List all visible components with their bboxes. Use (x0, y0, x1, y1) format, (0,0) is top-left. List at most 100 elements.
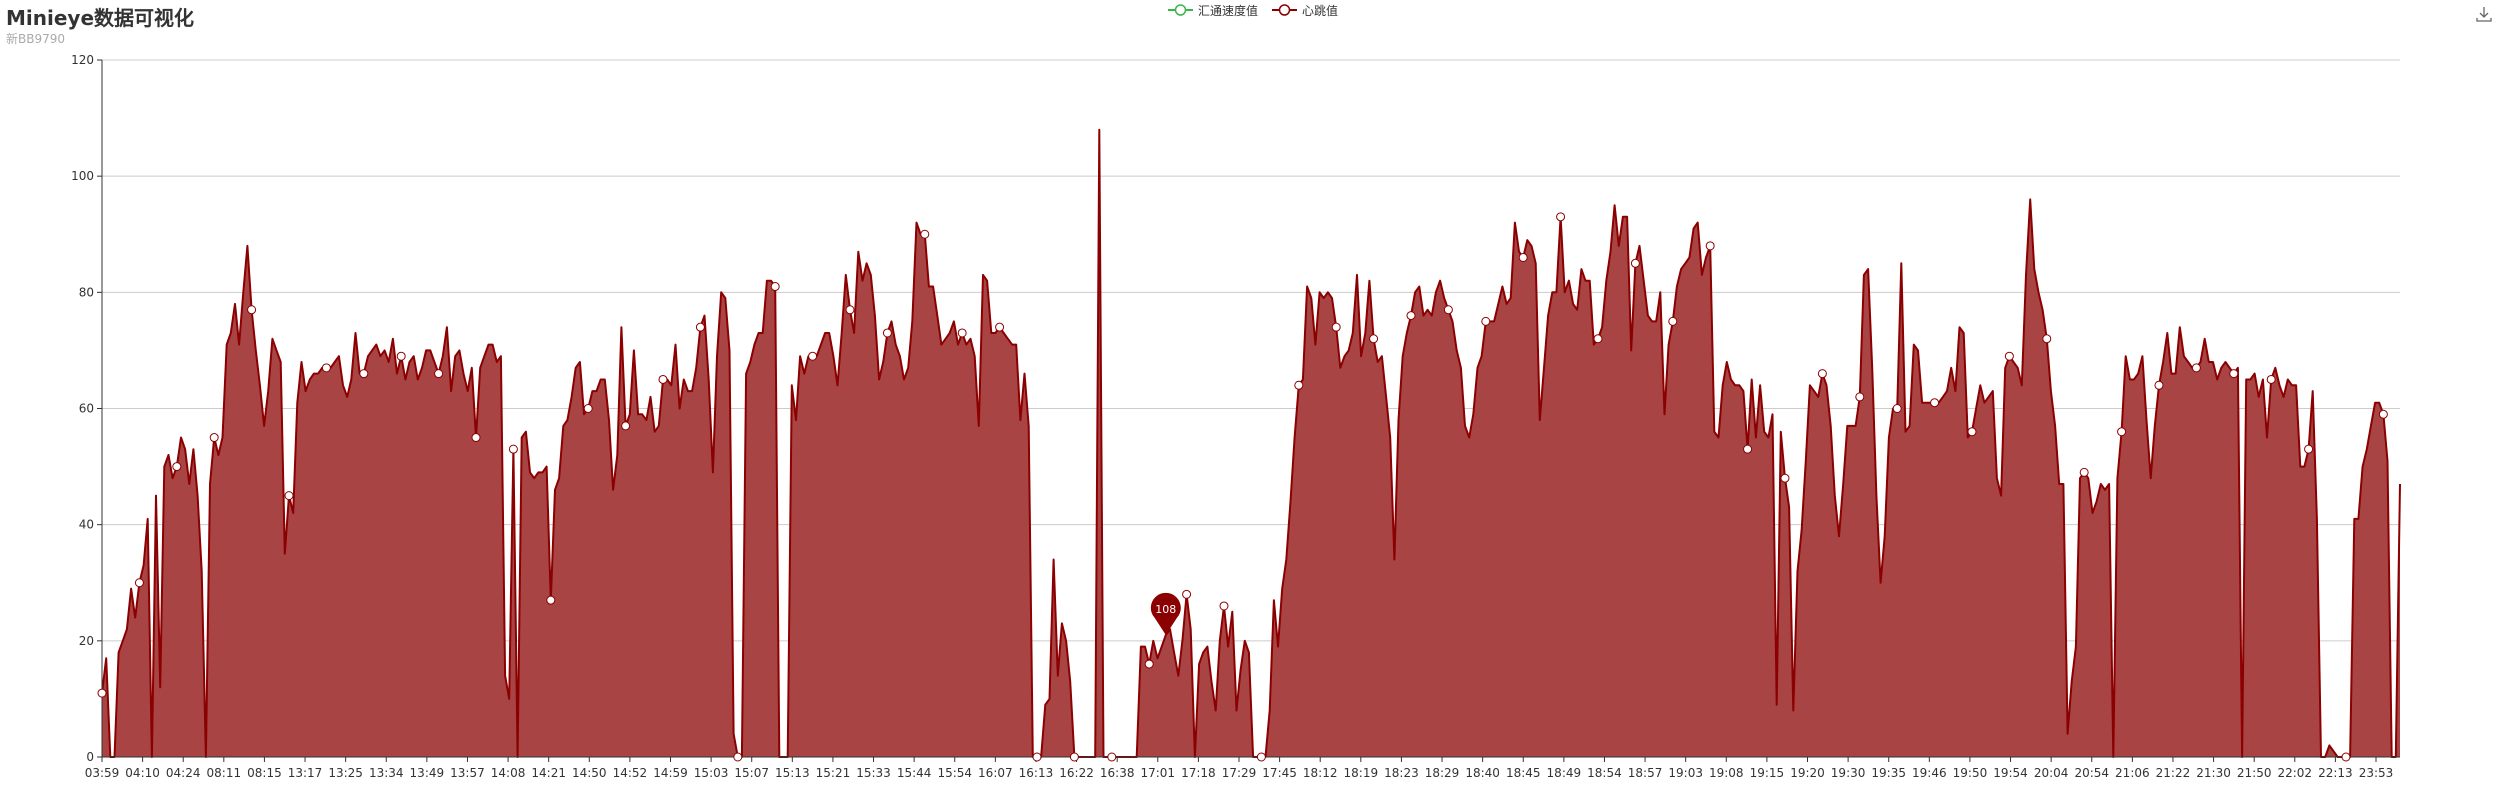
x-tick-label: 18:23 (1384, 766, 1419, 780)
data-point (1743, 444, 1753, 454)
data-point (920, 229, 930, 239)
data-point (209, 433, 219, 443)
x-tick-label: 20:54 (2074, 766, 2109, 780)
data-point (583, 404, 593, 413)
x-tick-label: 20:04 (2034, 766, 2069, 780)
x-tick-label: 16:38 (1100, 766, 1135, 780)
x-tick-label: 16:13 (1019, 766, 1054, 780)
data-point (2304, 444, 2314, 454)
x-tick-label: 18:19 (1344, 766, 1379, 780)
data-point (808, 351, 818, 361)
data-point (1219, 601, 1229, 611)
download-icon (2476, 7, 2492, 22)
x-tick-label: 22:13 (2318, 766, 2353, 780)
x-tick-label: 18:29 (1425, 766, 1460, 780)
data-point (284, 491, 294, 501)
data-point (1780, 473, 1790, 483)
x-tick-label: 13:49 (410, 766, 445, 780)
max-pin-label: 108 (1155, 603, 1176, 616)
data-point (2004, 351, 2014, 361)
x-tick-label: 08:11 (207, 766, 242, 780)
x-tick-label: 14:59 (653, 766, 688, 780)
data-point (695, 322, 705, 332)
data-point (508, 444, 518, 454)
legend-item-speed[interactable]: 汇通速度值 (1168, 2, 1258, 19)
data-point (247, 305, 257, 315)
x-tick-label: 17:45 (1262, 766, 1297, 780)
data-point (2341, 752, 2351, 762)
data-point (1331, 322, 1341, 332)
x-tick-label: 19:30 (1831, 766, 1866, 780)
x-tick-label: 13:57 (450, 766, 485, 780)
data-point (2191, 363, 2201, 373)
x-tick-label: 15:13 (775, 766, 810, 780)
series-area-heart (102, 129, 2400, 757)
data-point (2079, 467, 2089, 477)
x-tick-label: 22:02 (2277, 766, 2312, 780)
x-tick-label: 04:24 (166, 766, 201, 780)
x-tick-label: 18:12 (1303, 766, 1338, 780)
data-point (471, 433, 481, 443)
data-point (1256, 752, 1266, 762)
x-tick-label: 19:46 (1912, 766, 1947, 780)
x-tick-label: 19:15 (1750, 766, 1785, 780)
data-point (1144, 659, 1154, 669)
x-tick-label: 17:29 (1222, 766, 1257, 780)
x-tick-label: 21:50 (2237, 766, 2272, 780)
data-point (2266, 374, 2276, 384)
data-point (1406, 311, 1416, 321)
max-pin-marker (1150, 592, 1181, 636)
data-point (2229, 369, 2239, 379)
y-tick-label: 60 (79, 402, 94, 416)
data-point (134, 578, 144, 588)
x-tick-label: 18:57 (1628, 766, 1663, 780)
data-point (1182, 589, 1192, 599)
x-tick-label: 19:35 (1871, 766, 1906, 780)
chart-subtitle: 新BB9790 (6, 32, 66, 46)
legend-speed-swatch-icon (1168, 4, 1193, 16)
data-point (434, 369, 444, 379)
x-tick-label: 17:18 (1181, 766, 1216, 780)
x-tick-label: 03:59 (85, 766, 120, 780)
x-tick-label: 19:08 (1709, 766, 1744, 780)
data-point (97, 688, 107, 698)
x-tick-label: 17:01 (1140, 766, 1175, 780)
data-point (882, 328, 892, 338)
download-button[interactable] (2475, 5, 2493, 23)
data-point (1032, 752, 1042, 762)
x-tick-label: 04:10 (125, 766, 160, 780)
x-tick-label: 15:21 (816, 766, 851, 780)
data-point (995, 322, 1005, 332)
data-point (957, 328, 967, 338)
legend: 汇通速度值 心跳值 (1168, 1, 1338, 19)
data-point (1892, 404, 1902, 413)
data-point (2378, 409, 2388, 419)
data-point (2042, 334, 2052, 344)
y-tick-label: 20 (79, 634, 94, 648)
legend-item-heart[interactable]: 心跳值 (1272, 2, 1338, 19)
x-tick-label: 16:22 (1059, 766, 1094, 780)
x-tick-label: 15:33 (856, 766, 891, 780)
x-tick-label: 15:03 (694, 766, 729, 780)
x-tick-label: 14:50 (572, 766, 607, 780)
data-point (2154, 380, 2164, 390)
y-tick-label: 100 (71, 169, 94, 183)
chart-title: Minieye数据可视化 (6, 6, 195, 30)
x-tick-label: 13:17 (288, 766, 323, 780)
x-tick-label: 19:54 (1993, 766, 2028, 780)
x-tick-label: 16:07 (978, 766, 1013, 780)
data-point (1967, 427, 1977, 437)
y-tick-label: 40 (79, 518, 94, 532)
data-point (658, 374, 668, 384)
legend-label-heart: 心跳值 (1302, 3, 1339, 18)
x-tick-label: 18:49 (1547, 766, 1582, 780)
y-tick-label: 120 (71, 53, 94, 67)
data-point (1668, 316, 1678, 326)
y-tick-label: 0 (86, 750, 94, 764)
x-tick-label: 21:06 (2115, 766, 2150, 780)
x-tick-label: 21:30 (2196, 766, 2231, 780)
data-point (1107, 752, 1117, 762)
data-point (1518, 252, 1528, 262)
data-point (1705, 241, 1715, 251)
data-point (1930, 398, 1940, 408)
